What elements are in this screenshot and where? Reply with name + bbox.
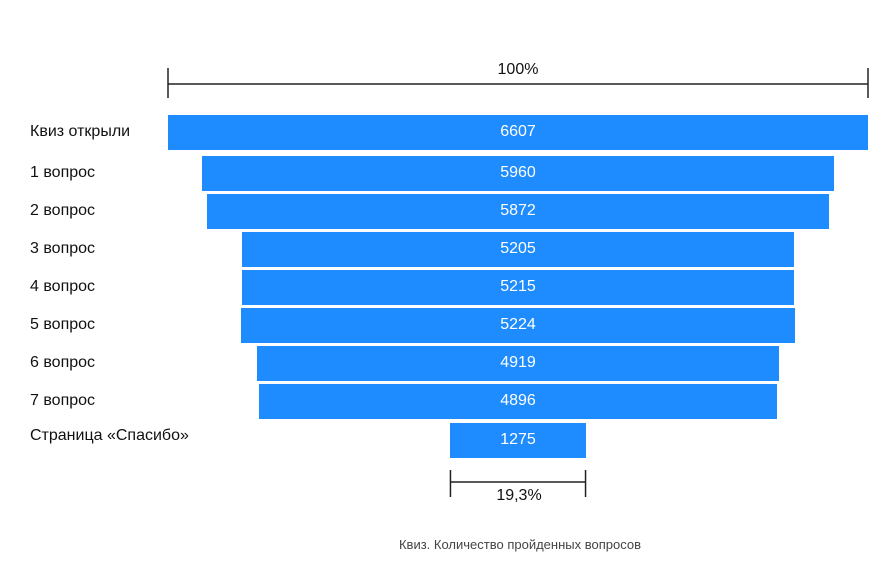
funnel-bar bbox=[168, 115, 868, 150]
bar-value-label: 4896 bbox=[500, 392, 536, 409]
bar-value-label: 4919 bbox=[500, 354, 536, 371]
funnel-bar bbox=[242, 232, 794, 267]
category-label: 3 вопрос bbox=[30, 240, 96, 257]
category-label: 7 вопрос bbox=[30, 392, 96, 409]
funnel-bar bbox=[241, 270, 795, 305]
funnel-bar bbox=[257, 346, 779, 381]
bar-value-label: 1275 bbox=[500, 431, 536, 448]
category-label: 1 вопрос bbox=[30, 164, 96, 181]
category-label: 5 вопрос bbox=[30, 316, 96, 333]
bar-value-label: 5960 bbox=[500, 164, 536, 181]
bar-value-label: 5205 bbox=[500, 240, 536, 257]
bar-value-label: 5215 bbox=[500, 278, 536, 295]
top-bracket-label: 100% bbox=[497, 61, 539, 78]
category-label: Квиз открыли bbox=[30, 123, 131, 140]
bar-value-label: 5872 bbox=[500, 202, 536, 219]
funnel-bar bbox=[258, 384, 778, 419]
funnel-bar bbox=[206, 194, 830, 229]
chart-caption: Квиз. Количество пройденных вопросов bbox=[398, 537, 641, 552]
bar-value-label: 6607 bbox=[500, 123, 536, 140]
category-label: 6 вопрос bbox=[30, 354, 96, 371]
bar-value-label: 5224 bbox=[500, 316, 536, 333]
bottom-bracket-label: 19,3% bbox=[496, 487, 542, 504]
category-label: Страница «Спасибо» bbox=[30, 427, 189, 444]
funnel-bar bbox=[202, 156, 834, 191]
category-label: 2 вопрос bbox=[30, 202, 96, 219]
funnel-bar bbox=[241, 308, 795, 343]
funnel-bar bbox=[450, 423, 586, 458]
category-label: 4 вопрос bbox=[30, 278, 96, 295]
